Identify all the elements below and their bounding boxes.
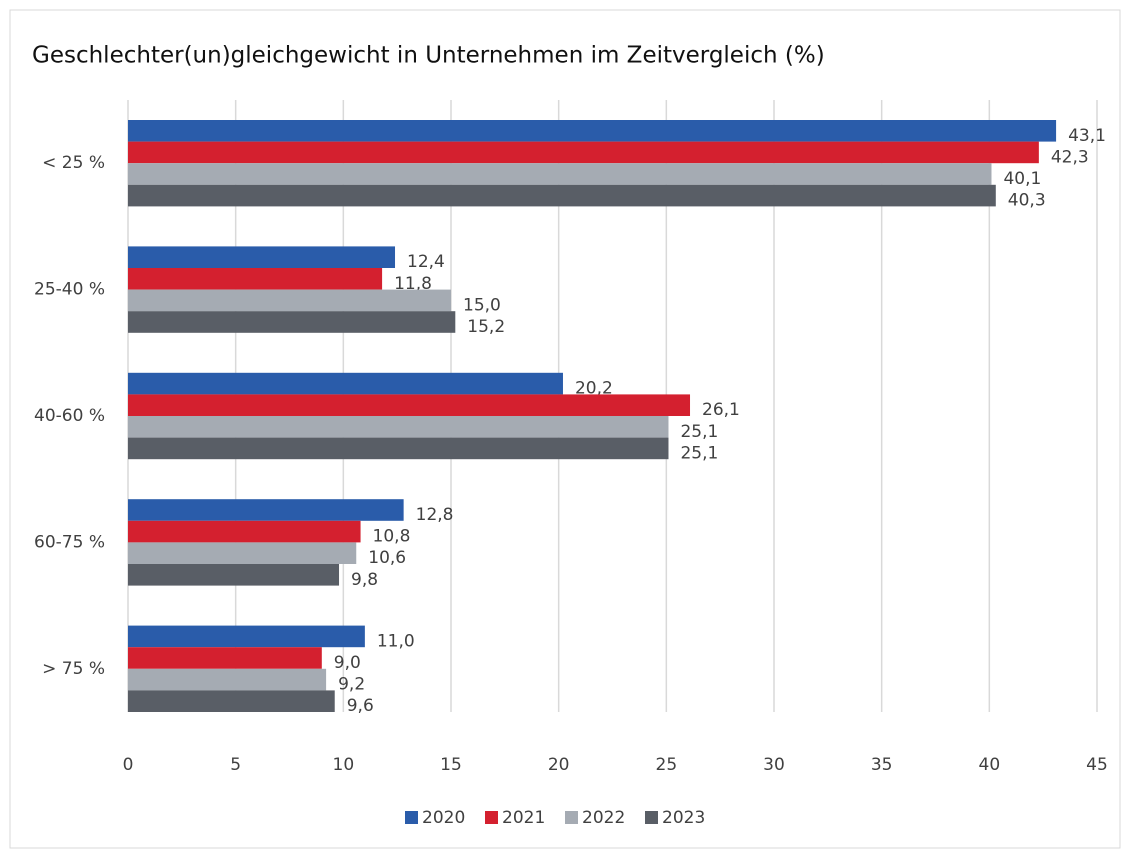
value-label: 43,1 — [1068, 126, 1106, 146]
value-label: 9,2 — [338, 675, 365, 695]
x-tick-label: 25 — [656, 755, 678, 775]
value-label: 40,1 — [1003, 169, 1041, 189]
x-tick-label: 5 — [230, 755, 241, 775]
bar — [128, 184, 996, 207]
y-tick-label: > 75 % — [42, 659, 105, 679]
value-label: 42,3 — [1051, 147, 1089, 167]
x-tick-label: 15 — [440, 755, 462, 775]
chart-title: Geschlechter(un)gleichgewicht in Unterne… — [32, 43, 825, 69]
value-label: 11,8 — [394, 274, 432, 294]
bar — [128, 163, 992, 185]
value-label: 12,8 — [416, 505, 454, 525]
legend-label: 2020 — [422, 808, 465, 828]
x-tick-label: 20 — [548, 755, 570, 775]
bar — [128, 268, 383, 290]
legend-label: 2021 — [502, 808, 545, 828]
y-tick-label: < 25 % — [42, 153, 105, 173]
legend-label: 2022 — [582, 808, 625, 828]
y-tick-label: 60-75 % — [34, 532, 105, 552]
bar — [128, 437, 669, 460]
value-label: 9,0 — [334, 653, 361, 673]
bar — [128, 520, 361, 543]
y-tick-label: 25-40 % — [34, 280, 105, 300]
bar — [128, 372, 563, 395]
value-label: 10,6 — [368, 548, 406, 568]
bar — [128, 647, 322, 669]
value-label: 25,1 — [680, 422, 718, 442]
bar — [128, 499, 404, 521]
legend-swatch — [645, 811, 658, 824]
bar — [128, 564, 340, 586]
legend-swatch — [565, 811, 578, 824]
bar — [128, 311, 456, 333]
x-tick-label: 30 — [763, 755, 785, 775]
x-tick-label: 10 — [333, 755, 355, 775]
x-tick-label: 0 — [123, 755, 134, 775]
bar — [128, 289, 451, 312]
bar — [128, 625, 365, 648]
bar — [128, 668, 327, 691]
bar — [128, 246, 396, 268]
value-label: 10,8 — [373, 527, 411, 547]
value-label: 25,1 — [680, 443, 718, 463]
value-label: 40,3 — [1008, 191, 1046, 211]
bar — [128, 416, 669, 438]
value-label: 15,0 — [463, 295, 501, 315]
value-label: 12,4 — [407, 252, 445, 272]
legend-swatch — [405, 811, 418, 824]
x-tick-label: 45 — [1086, 755, 1108, 775]
legend-label: 2023 — [662, 808, 705, 828]
value-label: 20,2 — [575, 379, 613, 399]
value-label: 26,1 — [702, 400, 740, 420]
bar — [128, 394, 691, 416]
bar — [128, 690, 335, 712]
value-label: 9,8 — [351, 570, 378, 590]
bar — [128, 120, 1057, 142]
bar — [128, 542, 357, 564]
bar — [128, 141, 1039, 164]
y-tick-label: 40-60 % — [34, 406, 105, 426]
legend-swatch — [485, 811, 498, 824]
value-label: 9,6 — [347, 696, 374, 716]
value-label: 11,0 — [377, 631, 415, 651]
x-tick-label: 40 — [979, 755, 1001, 775]
x-tick-label: 35 — [871, 755, 893, 775]
value-label: 15,2 — [467, 317, 505, 337]
